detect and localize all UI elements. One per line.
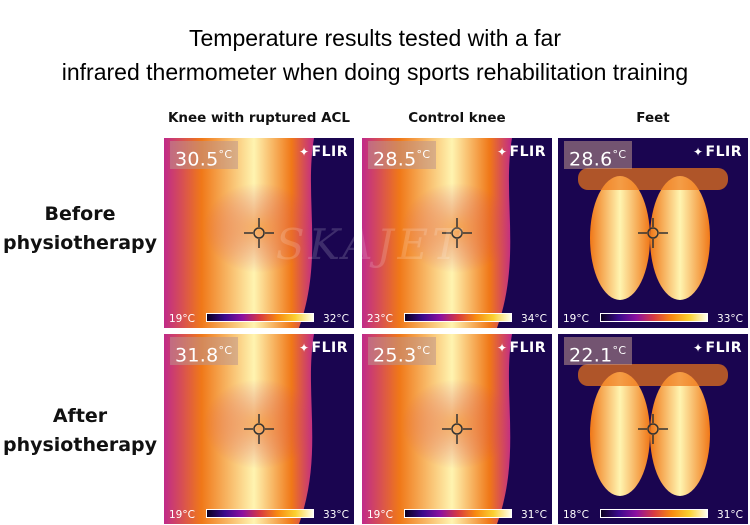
thermal-image-acl-before: 30.5°C ✦ FLIR 19°C 32°C: [164, 138, 354, 328]
scale-gradient-bar: [404, 509, 512, 518]
temperature-scale: 23°C 34°C: [362, 306, 552, 328]
scale-gradient-bar: [206, 313, 314, 322]
scale-max: 31°C: [521, 509, 547, 521]
flir-diamond-icon: ✦: [496, 145, 508, 159]
scale-gradient-bar: [600, 313, 708, 322]
crosshair-icon: [442, 218, 472, 248]
temperature-readout: 22.1°C: [564, 337, 633, 366]
scale-min: 23°C: [367, 313, 393, 325]
flir-logo: ✦ FLIR: [298, 340, 348, 356]
thermal-image-control-before: 28.5°C ✦ FLIR 23°C 34°C: [362, 138, 552, 328]
flir-diamond-icon: ✦: [298, 145, 310, 159]
column-header-control-knee: Control knee: [408, 110, 506, 126]
scale-min: 18°C: [563, 509, 589, 521]
flir-logo: ✦ FLIR: [298, 144, 348, 160]
temperature-scale: 19°C 33°C: [558, 306, 748, 328]
scale-gradient-bar: [206, 509, 314, 518]
crosshair-icon: [442, 414, 472, 444]
scale-gradient-bar: [404, 313, 512, 322]
flir-logo: ✦ FLIR: [496, 340, 546, 356]
scale-max: 31°C: [717, 509, 743, 521]
thermal-background: [558, 334, 748, 524]
column-header-feet: Feet: [636, 110, 670, 126]
thermal-image-feet-before: 28.6°C ✦ FLIR 19°C 33°C: [558, 138, 748, 328]
thermal-background: [164, 334, 354, 524]
figure-title-line-2: infrared thermometer when doing sports r…: [61, 59, 689, 85]
scale-min: 19°C: [169, 313, 195, 325]
scale-max: 32°C: [323, 313, 349, 325]
flir-diamond-icon: ✦: [692, 145, 704, 159]
thermal-image-feet-after: 22.1°C ✦ FLIR 18°C 31°C: [558, 334, 748, 524]
thermal-background: [362, 138, 552, 328]
thermal-image-control-after: 25.3°C ✦ FLIR 19°C 31°C: [362, 334, 552, 524]
scale-gradient-bar: [600, 509, 708, 518]
row-header-before-line-1: Before: [44, 203, 116, 225]
scale-min: 19°C: [169, 509, 195, 521]
temperature-readout: 25.3°C: [368, 337, 437, 366]
temperature-readout: 28.5°C: [368, 141, 437, 170]
scale-max: 33°C: [323, 509, 349, 521]
crosshair-icon: [244, 414, 274, 444]
flir-logo: ✦ FLIR: [692, 144, 742, 160]
row-header-after-line-1: After: [52, 405, 108, 427]
crosshair-icon: [638, 414, 668, 444]
temperature-scale: 18°C 31°C: [558, 502, 748, 524]
flir-logo: ✦ FLIR: [692, 340, 742, 356]
temperature-readout: 28.6°C: [564, 141, 633, 170]
row-header-after: After physiotherapy: [0, 402, 160, 460]
row-header-before: Before physiotherapy: [0, 200, 160, 258]
temperature-scale: 19°C 32°C: [164, 306, 354, 328]
flir-diamond-icon: ✦: [692, 341, 704, 355]
thermal-background: [362, 334, 552, 524]
thermal-background: [558, 138, 748, 328]
temperature-readout: 31.8°C: [170, 337, 239, 366]
scale-max: 33°C: [717, 313, 743, 325]
column-header-acl-knee: Knee with ruptured ACL: [167, 110, 351, 126]
thermal-image-acl-after: 31.8°C ✦ FLIR 19°C 33°C: [164, 334, 354, 524]
temperature-readout: 30.5°C: [170, 141, 239, 170]
scale-min: 19°C: [367, 509, 393, 521]
flir-logo: ✦ FLIR: [496, 144, 546, 160]
crosshair-icon: [638, 218, 668, 248]
flir-diamond-icon: ✦: [496, 341, 508, 355]
thermal-background: [164, 138, 354, 328]
row-header-before-line-2: physiotherapy: [2, 232, 158, 254]
scale-min: 19°C: [563, 313, 589, 325]
crosshair-icon: [244, 218, 274, 248]
temperature-scale: 19°C 31°C: [362, 502, 552, 524]
temperature-scale: 19°C 33°C: [164, 502, 354, 524]
flir-diamond-icon: ✦: [298, 341, 310, 355]
row-header-after-line-2: physiotherapy: [2, 434, 158, 456]
figure-title-line-1: Temperature results tested with a far: [189, 25, 561, 51]
scale-max: 34°C: [521, 313, 547, 325]
